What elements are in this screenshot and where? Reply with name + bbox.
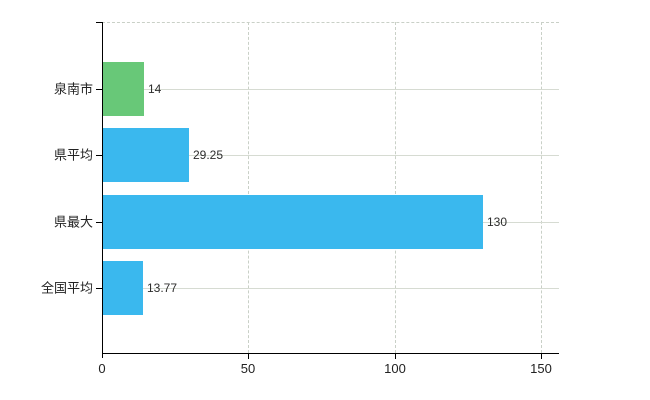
plot-top-border [102, 22, 559, 23]
gridline-vertical [248, 22, 249, 353]
bar [103, 62, 144, 116]
y-axis-tick [96, 155, 102, 156]
category-label: 県平均 [53, 147, 93, 163]
plot-area: 14 29.25 130 13.77 [102, 22, 559, 353]
category-label: 泉南市 [53, 81, 93, 97]
gridline-vertical [541, 22, 542, 353]
category-label: 県最大 [53, 214, 93, 230]
x-tick-label: 150 [530, 361, 552, 376]
y-axis-tick [96, 288, 102, 289]
x-tick-label: 100 [384, 361, 406, 376]
bar [103, 261, 143, 315]
category-label: 全国平均 [40, 280, 93, 296]
x-tick-label: 0 [98, 361, 106, 376]
gridline-horizontal [102, 155, 559, 156]
bar-value-label: 14 [148, 82, 162, 96]
x-axis-line [102, 353, 559, 354]
bar [103, 195, 483, 249]
bar-value-label: 29.25 [193, 148, 224, 162]
y-axis-top-tick [96, 22, 102, 23]
x-axis-tick [541, 353, 542, 359]
y-axis-tick [96, 89, 102, 90]
bar-value-label: 13.77 [147, 281, 178, 295]
gridline-horizontal [102, 89, 559, 90]
bar-value-label: 130 [487, 215, 508, 229]
bar [103, 128, 189, 182]
y-axis-line [102, 22, 103, 358]
gridline-vertical [395, 22, 396, 353]
y-axis-tick [96, 222, 102, 223]
gridline-horizontal [102, 288, 559, 289]
x-axis-tick [395, 353, 396, 359]
x-axis-tick [248, 353, 249, 359]
x-tick-label: 50 [240, 361, 256, 376]
